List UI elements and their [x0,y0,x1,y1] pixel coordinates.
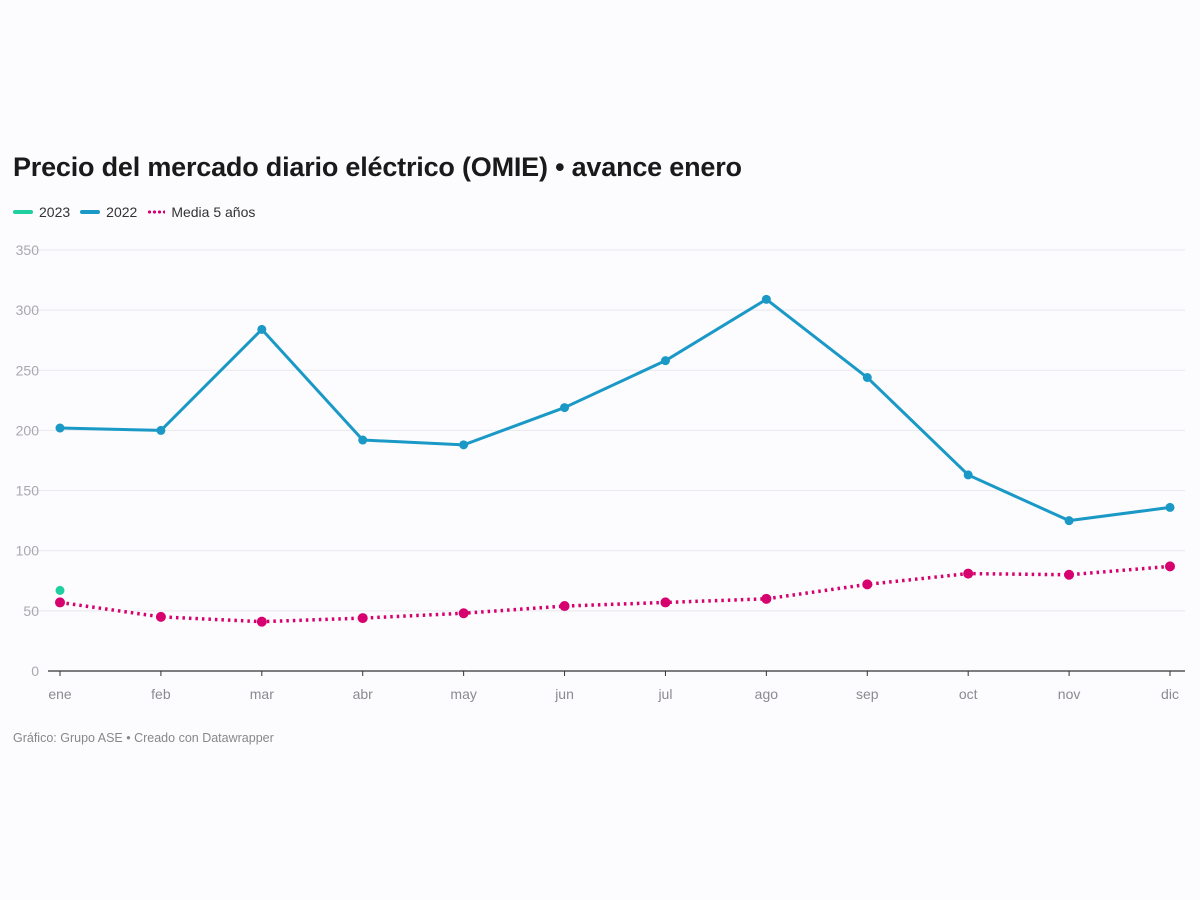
series-line-media-5-a-os [59,564,1171,624]
x-axis: ene feb mar abr may jun jul ago sep oct nov dic [48,670,1185,702]
data-point-2022 [963,470,973,480]
series-line-2022 [59,297,1171,523]
data-point-media-5-a-os [559,601,570,612]
gridlines [30,249,1185,612]
x-tick-label: nov [1058,686,1081,702]
data-point-media-5-a-os [1064,569,1075,580]
x-tick-label: oct [959,686,978,702]
y-axis-ticks: 0 50 100 150 200 250 300 350 [16,242,40,679]
x-tick-label: jul [657,686,672,702]
y-tick-label: 350 [16,242,40,258]
x-tick-label: may [450,686,476,702]
data-point-media-5-a-os [660,597,671,608]
data-point-2022 [358,435,368,445]
data-point-2022 [862,373,872,383]
y-tick-label: 250 [16,362,40,378]
data-point-media-5-a-os [55,597,65,608]
y-tick-label: 150 [16,483,40,499]
data-point-2022 [660,356,670,366]
x-tick-label: abr [353,686,374,702]
data-point-2022 [257,324,267,334]
data-point-2023 [55,585,65,595]
y-tick-label: 200 [16,422,40,438]
series-2023 [55,585,65,595]
legend: 2023 2022 Media 5 años [13,204,255,220]
legend-swatch-2023 [13,210,33,214]
data-point-media-5-a-os [155,611,166,622]
y-tick-label: 0 [31,663,39,679]
chart-title: Precio del mercado diario eléctrico (OMI… [13,152,742,182]
data-point-media-5-a-os [458,608,469,619]
series-lines [55,294,1175,627]
legend-item-2023: 2023 [13,204,70,220]
data-point-media-5-a-os [1165,561,1175,572]
data-point-2022 [55,423,65,433]
x-tick-label: ene [48,686,72,702]
y-tick-label: 300 [16,302,40,318]
legend-label-2023: 2023 [39,204,71,220]
legend-label-2022: 2022 [106,204,138,220]
chart-credit: Gráfico: Grupo ASE • Creado con Datawrap… [13,731,274,745]
x-tick-label: sep [856,686,879,702]
data-point-media-5-a-os [963,568,974,579]
x-tick-label: feb [151,686,171,702]
data-point-2022 [761,294,771,304]
legend-swatch-media [147,210,166,214]
data-point-2022 [459,440,469,450]
series-media-5-a-os [55,561,1175,627]
data-point-media-5-a-os [862,579,873,590]
data-point-media-5-a-os [357,613,368,624]
data-point-2022 [156,425,166,435]
data-point-media-5-a-os [761,593,772,604]
data-point-2022 [1064,516,1074,526]
data-point-2022 [1165,502,1175,512]
legend-item-media: Media 5 años [147,204,255,220]
y-tick-label: 50 [23,603,39,619]
legend-label-media: Media 5 años [171,204,256,220]
series-2022 [55,294,1175,526]
x-tick-label: ago [755,686,779,702]
legend-swatch-2022 [80,210,101,214]
x-tick-label: jun [554,686,574,702]
data-point-media-5-a-os [256,616,267,627]
y-tick-label: 100 [16,543,40,559]
x-tick-label: dic [1161,686,1179,702]
x-tick-label: mar [250,686,274,702]
data-point-2022 [560,403,570,413]
legend-item-2022: 2022 [80,204,137,220]
